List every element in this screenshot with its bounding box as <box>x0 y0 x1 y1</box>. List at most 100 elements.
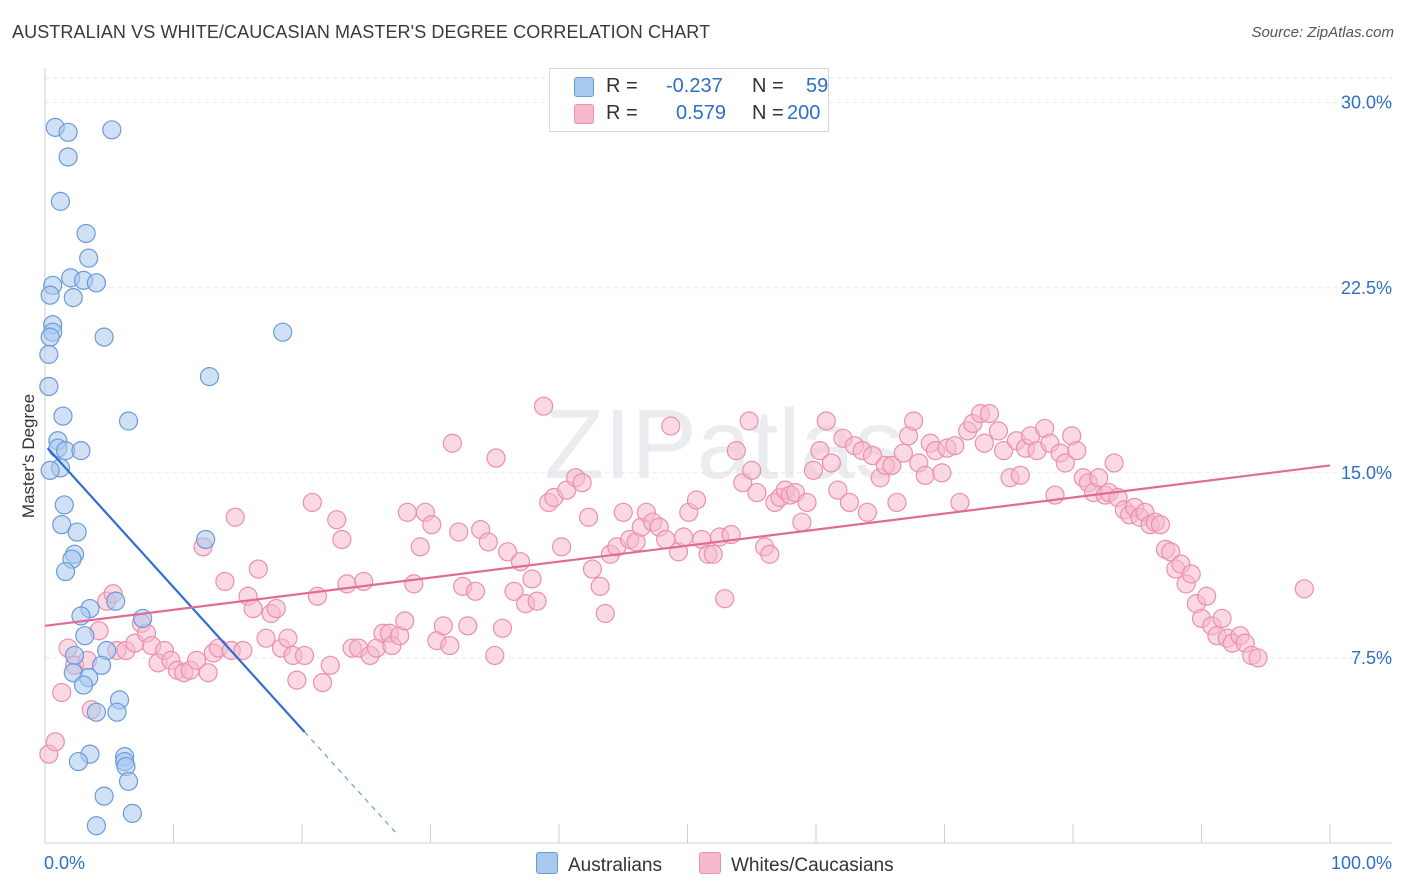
r-value: -0.237 <box>666 75 723 97</box>
white-caucasian-point <box>988 421 1009 441</box>
white-caucasian-point <box>792 512 812 532</box>
stats-legend: R = -0.237 N = 59 R = 0.579 N = 200 <box>549 68 829 132</box>
white-caucasian-point <box>504 581 524 601</box>
white-caucasian-point <box>739 411 759 431</box>
white-caucasian-point <box>404 574 424 594</box>
white-caucasian-point <box>225 507 245 527</box>
australian-point <box>39 376 59 397</box>
white-caucasian-point <box>661 416 681 436</box>
white-caucasian-point <box>1294 579 1314 599</box>
white-caucasian-point <box>1181 564 1201 584</box>
white-caucasian-point <box>45 732 65 752</box>
white-caucasian-point <box>302 492 322 513</box>
white-caucasian-point <box>950 492 970 513</box>
white-caucasian-point <box>821 453 842 473</box>
white-caucasian-point <box>410 537 430 557</box>
white-caucasian-point <box>52 682 72 703</box>
white-caucasian-point <box>715 589 735 609</box>
white-caucasian-point <box>327 510 347 530</box>
australian-point <box>118 411 139 431</box>
australian-point <box>94 327 114 347</box>
chart-source: Source: ZipAtlas.com <box>1251 24 1394 41</box>
australian-point <box>79 248 99 268</box>
australian-point <box>196 529 216 550</box>
white-caucasian-point <box>278 628 298 648</box>
white-caucasian-point <box>742 460 762 480</box>
australian-point <box>54 495 74 515</box>
white-caucasian-point <box>582 559 603 579</box>
white-caucasian-point <box>703 544 723 564</box>
white-caucasian-point <box>187 650 207 670</box>
australian-point <box>71 441 91 461</box>
white-caucasian-point <box>243 598 263 619</box>
axes <box>44 68 1392 844</box>
n-label: N = <box>752 75 784 97</box>
white-caucasian-point <box>485 645 505 666</box>
series-whites-caucasians <box>39 396 1314 764</box>
australian-point <box>40 460 60 480</box>
white-caucasian-point <box>932 463 952 483</box>
australian-point <box>86 816 107 836</box>
white-caucasian-point <box>893 443 913 463</box>
australian-point <box>55 561 76 582</box>
white-caucasian-point <box>1089 468 1109 488</box>
white-caucasian-point <box>747 482 767 503</box>
white-caucasian-point <box>590 576 610 596</box>
white-caucasian-point <box>458 616 478 636</box>
australian-point <box>50 191 71 211</box>
white-caucasian-point <box>578 507 599 527</box>
white-caucasian-point <box>1248 648 1268 668</box>
x-tick-label: 100.0% <box>1331 853 1392 873</box>
white-caucasian-point <box>828 480 848 500</box>
australian-point <box>58 122 78 142</box>
series-australians <box>39 117 293 836</box>
white-caucasian-point <box>397 502 417 522</box>
australians-legend-swatch <box>536 852 558 874</box>
white-caucasian-point <box>478 532 498 552</box>
australian-point <box>75 626 95 646</box>
white-caucasian-point <box>465 581 486 601</box>
white-caucasian-point <box>1067 441 1087 461</box>
australian-point <box>67 522 87 542</box>
white-caucasian-point <box>1150 515 1170 535</box>
white-caucasian-point <box>551 537 572 557</box>
chart-title: AUSTRALIAN VS WHITE/CAUCASIAN MASTER'S D… <box>12 22 711 42</box>
australian-point <box>53 406 73 426</box>
y-tick-label: 22.5% <box>1341 278 1392 298</box>
n-label: N = <box>752 102 784 124</box>
australian-point <box>63 288 83 308</box>
white-caucasian-point <box>433 616 453 636</box>
white-caucasian-point <box>810 441 830 461</box>
australian-point <box>40 327 60 347</box>
white-caucasian-point <box>522 569 542 589</box>
whites-trend-line <box>44 464 1331 627</box>
white-caucasian-point <box>332 529 352 550</box>
white-caucasian-point <box>492 618 513 638</box>
white-caucasian-point <box>797 492 817 513</box>
n-value: 59 <box>806 75 829 97</box>
white-caucasian-point <box>248 559 268 579</box>
legend-item-australians: Australians <box>536 852 662 877</box>
white-caucasian-point <box>803 460 824 480</box>
australian-point <box>52 515 72 535</box>
y-tick-labels: 7.5% 15.0% 22.5% 30.0% <box>1341 93 1392 668</box>
white-caucasian-point <box>839 492 860 513</box>
australian-point <box>39 344 59 364</box>
r-label: R = <box>606 75 638 97</box>
white-caucasian-point <box>1104 453 1124 473</box>
australian-point <box>76 223 96 244</box>
australian-point <box>73 675 94 695</box>
white-caucasian-point <box>233 640 253 661</box>
white-caucasian-point <box>486 448 506 468</box>
white-caucasian-point <box>760 544 780 564</box>
whites-swatch <box>574 104 594 124</box>
white-caucasian-point <box>307 586 328 606</box>
australians-trend-extension <box>304 731 399 836</box>
white-caucasian-point <box>198 663 218 683</box>
white-caucasian-point <box>1010 465 1030 485</box>
white-caucasian-point <box>215 571 235 592</box>
australian-point <box>86 702 107 722</box>
white-caucasian-point <box>440 635 460 656</box>
white-caucasian-point <box>904 411 924 431</box>
